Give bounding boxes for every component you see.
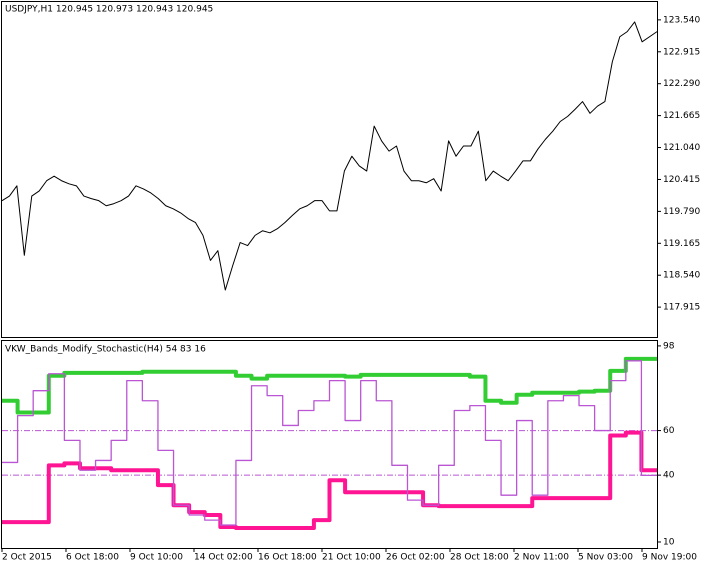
y-tick-label: 121.040: [663, 143, 700, 153]
y-tick-label: 40: [663, 471, 675, 481]
x-tick-label: 2 Nov 11:00: [514, 553, 569, 563]
x-tick-label: 9 Nov 19:00: [642, 553, 697, 563]
y-tick-label: 119.165: [663, 239, 700, 249]
price-panel: [1, 1, 658, 338]
indicator-title: VKW_Bands_Modify_Stochastic(H4) 54 83 16: [5, 345, 206, 355]
y-tick-label: 121.665: [663, 111, 700, 121]
x-tick-label: 28 Oct 18:00: [450, 553, 509, 563]
x-tick-label: 5 Nov 03:00: [578, 553, 633, 563]
x-tick-label: 9 Oct 10:00: [130, 553, 183, 563]
y-tick-label: 118.540: [663, 271, 700, 281]
indicator-panel: [1, 340, 658, 549]
series-line: [2, 430, 657, 530]
price-title: USDJPY,H1 120.945 120.973 120.943 120.94…: [5, 5, 213, 15]
series-line: [2, 356, 657, 415]
x-tick-label: 2 Oct 2015: [2, 553, 52, 563]
y-tick-label: 120.415: [663, 175, 700, 185]
x-tick-label: 14 Oct 02:00: [194, 553, 253, 563]
y-tick-label: 123.540: [663, 15, 700, 25]
y-tick-label: 122.290: [663, 79, 700, 89]
series-line: [2, 360, 657, 526]
y-tick-label: 119.790: [663, 207, 700, 217]
y-tick-label: 10: [663, 537, 675, 547]
y-tick-label: 60: [663, 426, 675, 436]
series-line: [1, 21, 658, 291]
x-tick-label: 21 Oct 10:00: [322, 553, 381, 563]
x-tick-label: 6 Oct 18:00: [66, 553, 119, 563]
x-tick-label: 16 Oct 18:00: [258, 553, 317, 563]
y-tick-label: 117.915: [663, 303, 700, 313]
y-tick-label: 122.915: [663, 47, 700, 57]
x-tick-label: 26 Oct 02:00: [386, 553, 445, 563]
y-tick-label: 98: [663, 341, 675, 351]
